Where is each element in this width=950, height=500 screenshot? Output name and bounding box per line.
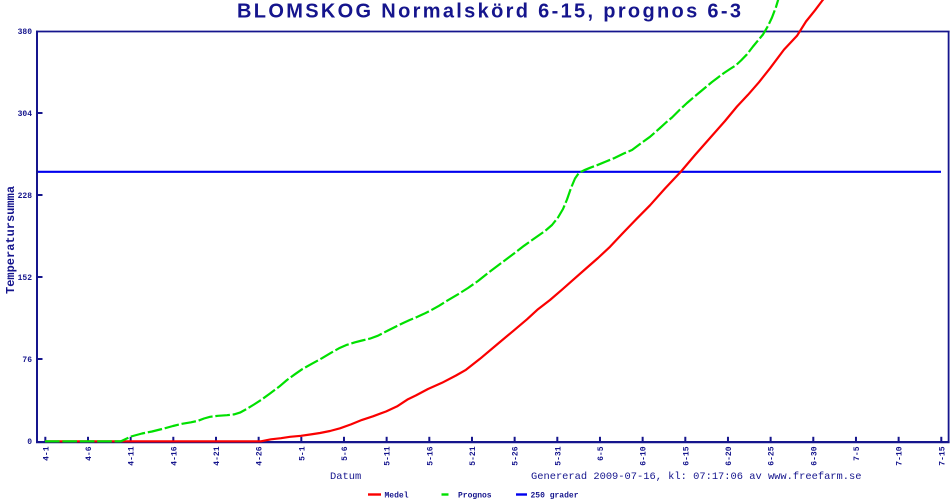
svg-text:7-15: 7-15	[938, 446, 947, 465]
svg-text:152: 152	[18, 274, 33, 283]
svg-text:5-16: 5-16	[426, 446, 435, 465]
svg-text:Prognos: Prognos	[458, 492, 492, 500]
svg-text:4-11: 4-11	[128, 446, 137, 465]
svg-text:4-21: 4-21	[213, 446, 222, 465]
svg-text:5-6: 5-6	[341, 446, 350, 461]
svg-text:7-10: 7-10	[896, 446, 905, 465]
svg-text:7-5: 7-5	[853, 446, 862, 461]
svg-text:5-1: 5-1	[298, 446, 307, 461]
svg-text:Temperatursumma: Temperatursumma	[4, 186, 18, 294]
svg-text:76: 76	[22, 356, 32, 365]
svg-text:6-20: 6-20	[725, 446, 734, 465]
svg-text:5-11: 5-11	[384, 446, 393, 465]
svg-text:6-10: 6-10	[640, 446, 649, 465]
svg-text:380: 380	[18, 28, 33, 37]
svg-text:4-26: 4-26	[256, 446, 265, 465]
svg-text:4-6: 4-6	[85, 446, 94, 461]
svg-text:4-16: 4-16	[170, 446, 179, 465]
svg-text:6-15: 6-15	[682, 446, 691, 465]
svg-text:5-26: 5-26	[512, 446, 521, 465]
svg-text:0: 0	[27, 438, 32, 447]
svg-text:6-5: 6-5	[597, 446, 606, 461]
svg-text:Genererad 2009-07-16, kl: 07:1: Genererad 2009-07-16, kl: 07:17:06 av ww…	[531, 471, 861, 483]
svg-text:5-21: 5-21	[469, 446, 478, 465]
svg-text:5-31: 5-31	[554, 446, 563, 465]
svg-text:250 grader: 250 grader	[531, 492, 579, 500]
svg-text:228: 228	[18, 192, 33, 201]
svg-text:304: 304	[18, 110, 33, 119]
svg-text:6-30: 6-30	[810, 446, 819, 465]
svg-text:6-25: 6-25	[768, 446, 777, 465]
svg-text:Medel: Medel	[385, 492, 409, 500]
svg-text:Datum: Datum	[330, 471, 361, 483]
svg-text:4-1: 4-1	[42, 446, 51, 461]
